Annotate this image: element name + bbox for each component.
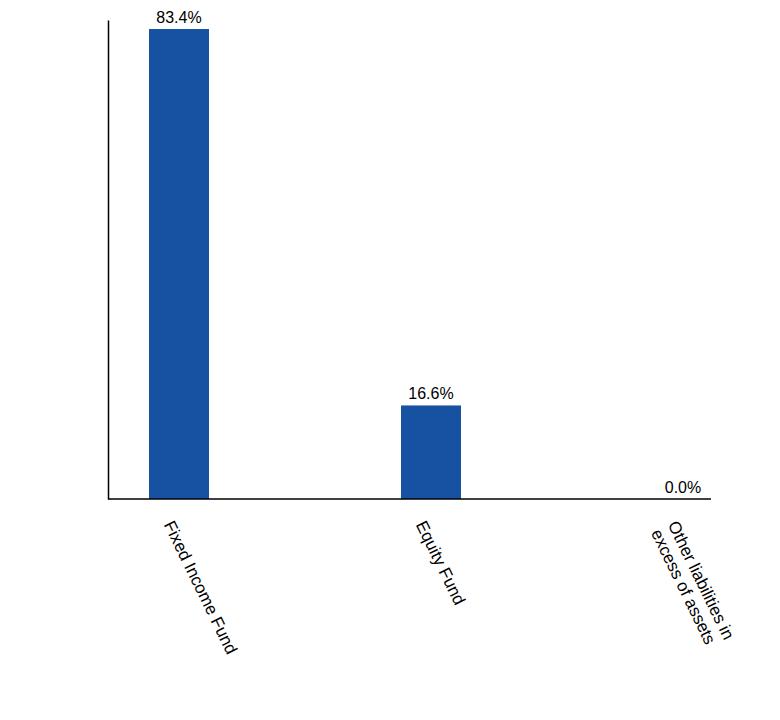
x-tick: Other liabilities inexcess of assets — [647, 499, 738, 651]
data-labels: 83.4% 16.6% 0.0% — [156, 9, 701, 496]
y-axis — [108, 21, 109, 500]
x-tick-label-line: Equity Fund — [412, 518, 469, 608]
data-label: 0.0% — [665, 479, 701, 496]
data-label: 16.6% — [408, 385, 453, 402]
x-tick-label: Other liabilities inexcess of assets — [647, 518, 738, 651]
x-axis: Fixed Income Fund Equity Fund Other liabil… — [160, 499, 738, 657]
x-tick: Equity Fund — [412, 499, 469, 608]
x-tick-label-line: Fixed Income Fund — [160, 518, 241, 657]
x-axis-line — [108, 498, 711, 500]
bar — [149, 29, 209, 499]
x-tick-label: Fixed Income Fund — [160, 518, 241, 657]
bars — [149, 29, 461, 499]
chart: 83.4% 16.6% 0.0% Fixed Income Fund Equity Fu… — [0, 0, 780, 720]
bar — [401, 405, 461, 499]
data-label: 83.4% — [156, 9, 201, 26]
y-axis-line — [108, 21, 110, 500]
x-tick-label: Equity Fund — [412, 518, 469, 608]
x-tick: Fixed Income Fund — [160, 499, 241, 657]
x-tick-label-line: excess of assets — [647, 526, 719, 647]
